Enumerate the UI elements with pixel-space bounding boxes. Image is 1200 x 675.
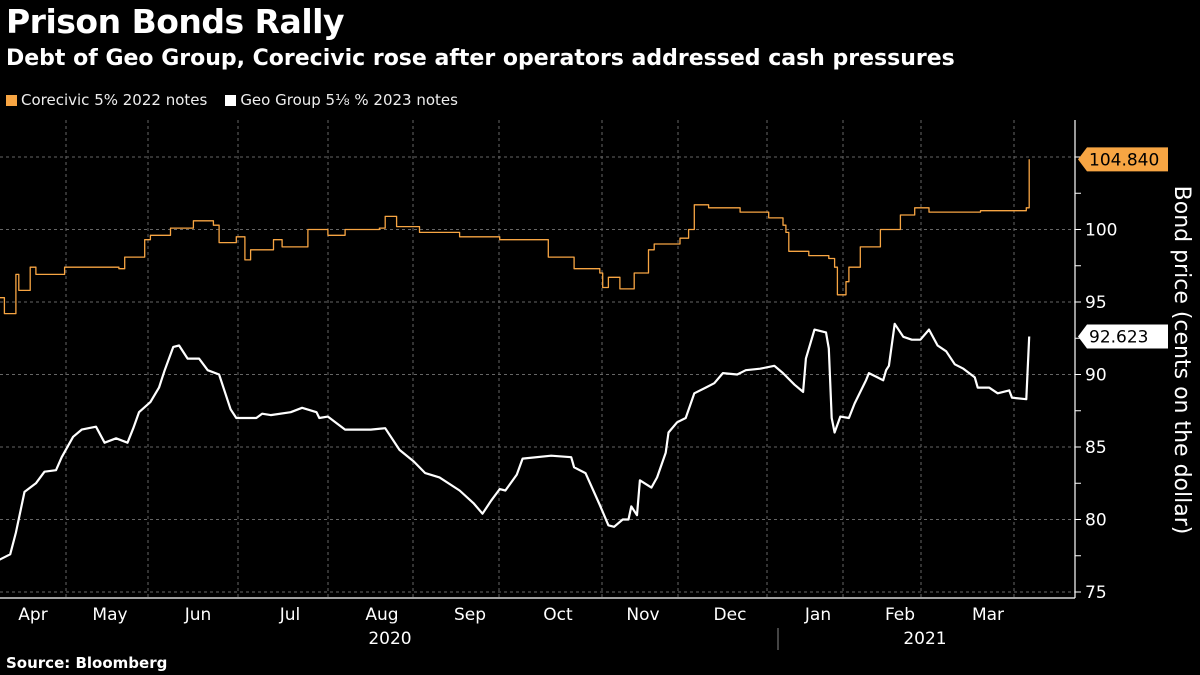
chart-subtitle: Debt of Geo Group, Corecivic rose after …: [6, 46, 955, 71]
y-tick-label: 95: [1085, 293, 1107, 313]
y-tick-label: 100: [1085, 221, 1117, 241]
legend-item-geo: Geo Group 5⅛ % 2023 notes: [225, 91, 458, 109]
x-tick-label: Aug: [365, 605, 398, 625]
y-axis-label: Bond price (cents on the dollar): [1169, 186, 1194, 535]
y-tick-label: 85: [1085, 438, 1107, 458]
legend-swatch-geo: [225, 94, 237, 106]
x-tick-label: Nov: [626, 605, 659, 625]
legend-label: Corecivic 5% 2022 notes: [21, 91, 208, 109]
x-year-label: 2021: [903, 629, 946, 649]
x-tick-label: Oct: [543, 605, 573, 625]
x-tick-label: Jan: [804, 605, 831, 625]
series-line-geo: [0, 322, 1031, 561]
x-tick-label: Jul: [279, 605, 301, 625]
legend: Corecivic 5% 2022 notes Geo Group 5⅛ % 2…: [6, 91, 458, 109]
x-tick-label: May: [92, 605, 127, 625]
series-line-corecivic: [0, 159, 1030, 315]
source-note: Source: Bloomberg: [6, 654, 168, 672]
x-year-label: 2020: [368, 629, 411, 649]
last-value-badge: [1078, 147, 1168, 172]
legend-swatch-corecivic: [6, 94, 17, 106]
chart-title: Prison Bonds Rally: [6, 2, 344, 41]
last-value-label: 104.840: [1089, 150, 1159, 170]
x-tick-label: Feb: [885, 605, 915, 625]
y-tick-label: 90: [1085, 366, 1107, 386]
y-tick-label: 80: [1085, 511, 1107, 531]
y-tick-label: 75: [1085, 583, 1107, 603]
last-value-label: 92.623: [1089, 327, 1148, 347]
last-value-badge: [1078, 324, 1168, 349]
x-tick-label: Sep: [454, 605, 486, 625]
x-tick-label: Dec: [714, 605, 747, 625]
legend-label: Geo Group 5⅛ % 2023 notes: [240, 91, 458, 109]
x-tick-label: Mar: [972, 605, 1004, 625]
x-tick-label: Jun: [184, 605, 212, 625]
legend-item-corecivic: Corecivic 5% 2022 notes: [6, 91, 207, 109]
x-tick-label: Apr: [18, 605, 47, 625]
